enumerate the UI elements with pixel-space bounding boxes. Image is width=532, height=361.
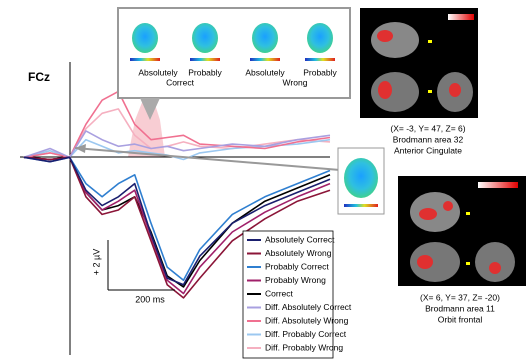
annotation: Orbit frontal: [438, 314, 483, 324]
legend-label: Probably Wrong: [265, 275, 326, 285]
map-label: Absolutely: [138, 67, 178, 77]
annotation: (X= -3, Y= 47, Z= 6): [390, 123, 465, 133]
legend-label: Diff. Absolutely Correct: [265, 302, 352, 312]
map-label: Absolutely: [245, 67, 285, 77]
channel-label: FCz: [28, 70, 50, 84]
map-box: [118, 8, 350, 98]
map-label: Correct: [166, 77, 195, 87]
brain-panel: [360, 8, 478, 118]
legend-label: Diff. Probably Correct: [265, 329, 347, 339]
map-label: Probably: [303, 67, 337, 77]
map-label: Wrong: [283, 77, 308, 87]
legend-label: Absolutely Wrong: [265, 248, 332, 258]
annotation: (X= 6, Y= 37, Z= -20): [420, 292, 500, 302]
legend-label: Diff. Absolutely Wrong: [265, 315, 349, 325]
map-label: Probably: [188, 67, 222, 77]
scale-label-ms: 200 ms: [135, 294, 165, 304]
brain-panel: [398, 176, 526, 286]
annotation: Brodmann area 11: [425, 303, 495, 313]
colorbar: [344, 204, 378, 207]
legend-label: Diff. Probably Wrong: [265, 342, 343, 352]
figure: FCz + 2 µV 200 ms Absolutely Probably Co…: [0, 0, 532, 361]
annotation: Brodmann area 32: [393, 134, 464, 144]
scale-label-uv: + 2 µV: [91, 249, 101, 275]
legend-label: Correct: [265, 288, 294, 298]
legend-label: Absolutely Correct: [265, 234, 335, 244]
scalp-map: [344, 158, 378, 198]
legend-label: Probably Correct: [265, 261, 329, 271]
page: {"chart_data": {"type": "line", "title":…: [0, 0, 532, 361]
annotation: Anterior Cingulate: [394, 145, 462, 155]
